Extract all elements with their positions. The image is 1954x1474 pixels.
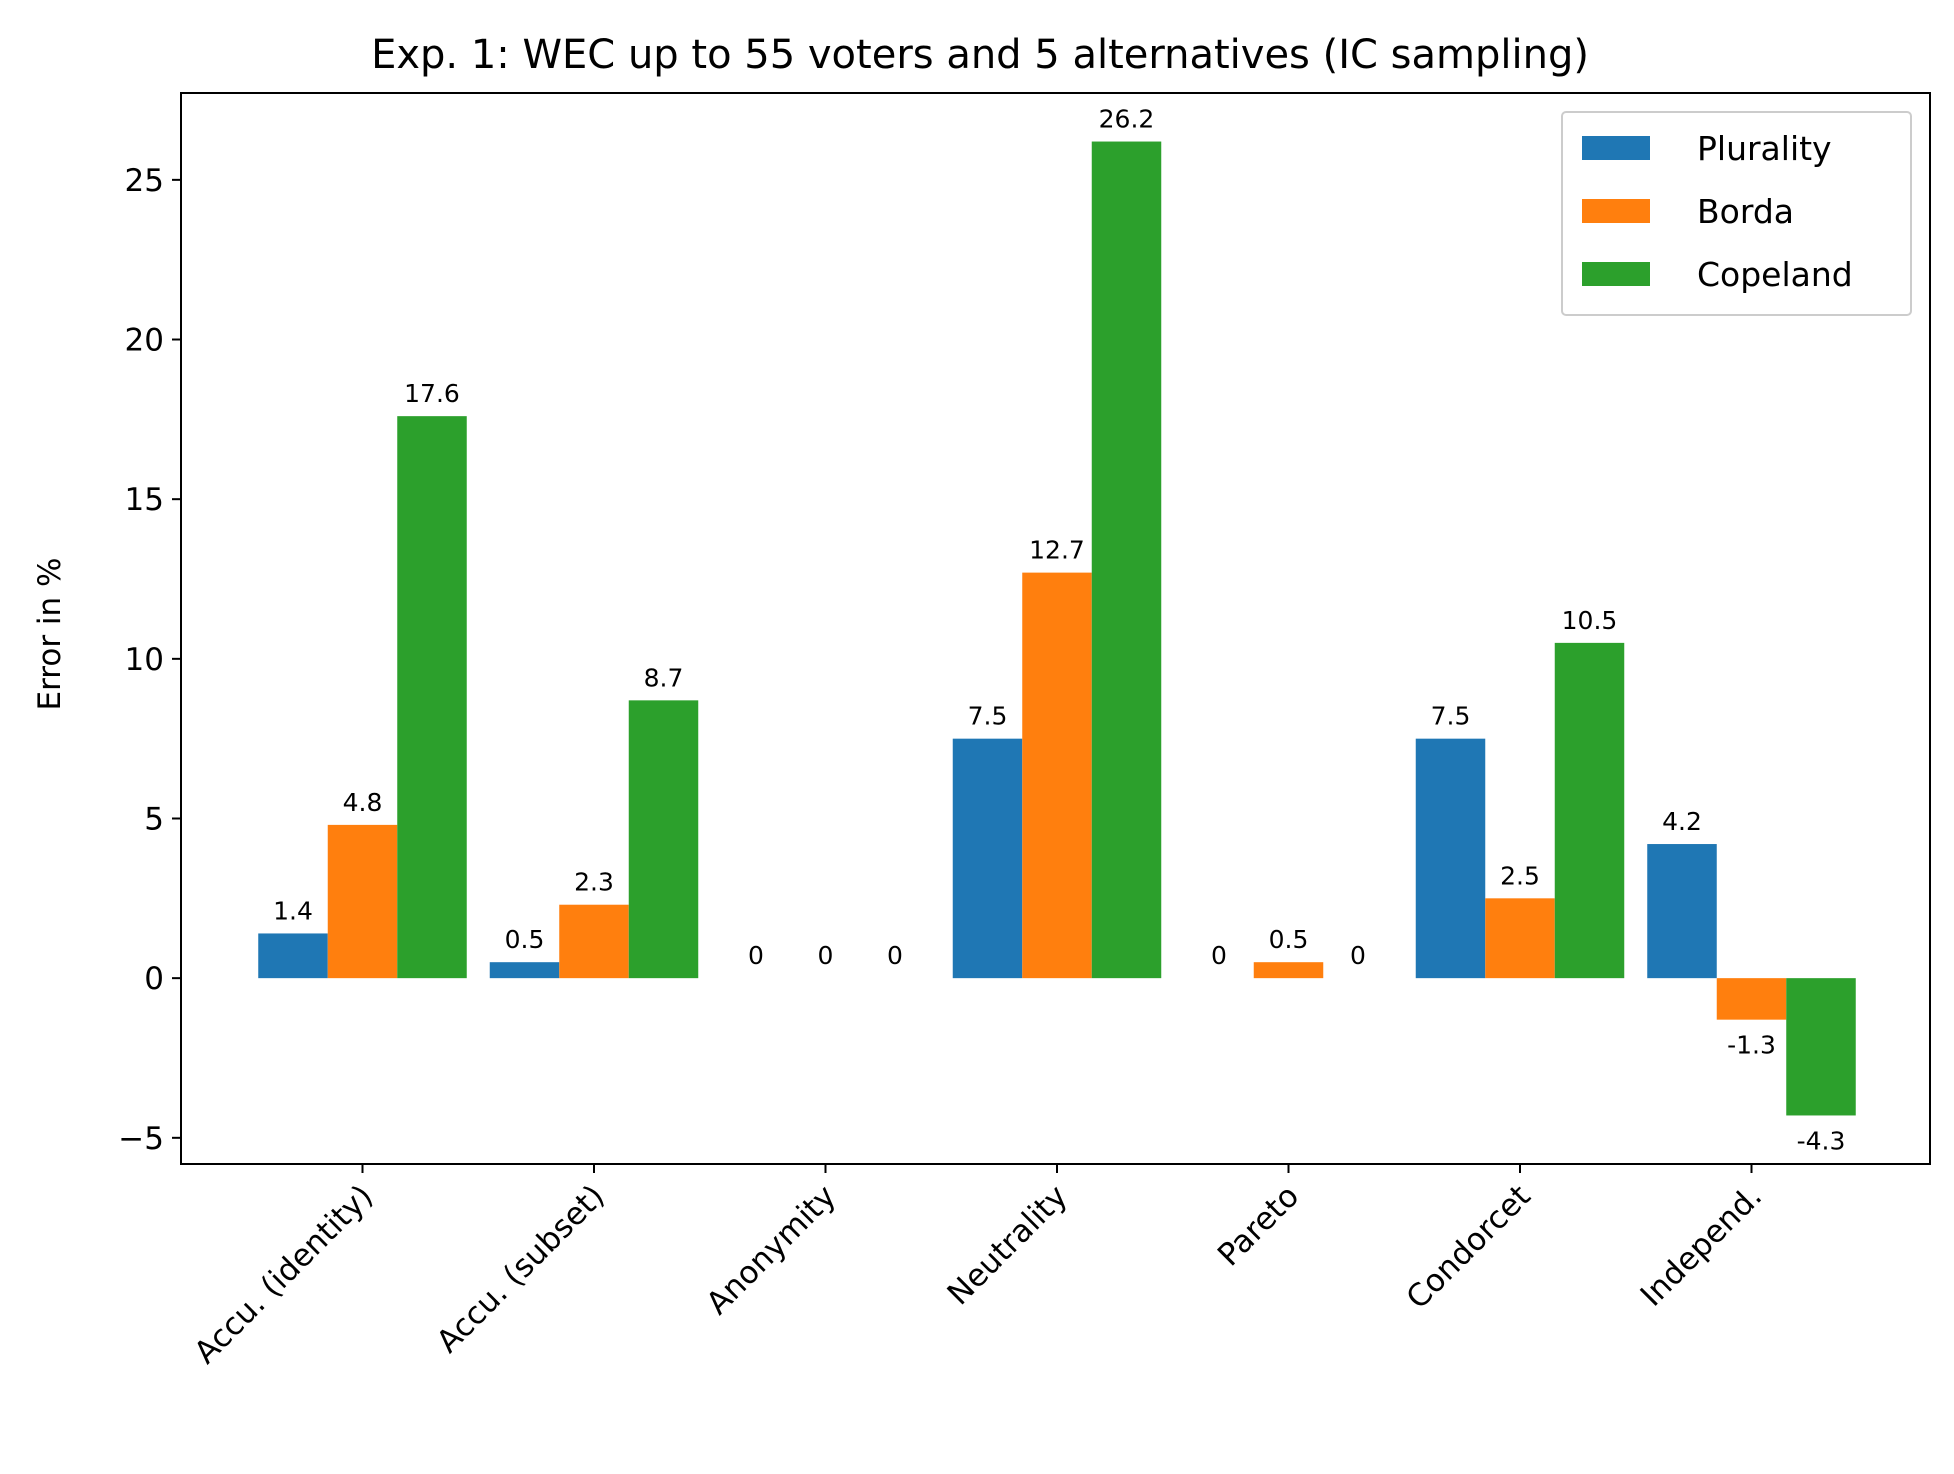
data-label: 0 <box>818 941 834 970</box>
data-label: -4.3 <box>1797 1126 1846 1155</box>
x-tick-label: Accu. (subset) <box>430 1178 612 1360</box>
data-label: 0.5 <box>1269 925 1309 954</box>
y-tick-label: 10 <box>125 642 164 678</box>
x-tick-label: Anonymity <box>700 1178 844 1322</box>
bar <box>1786 978 1856 1116</box>
bar <box>1415 738 1486 979</box>
data-label: -1.3 <box>1727 1031 1776 1060</box>
y-axis-label: Error in % <box>32 558 68 711</box>
y-tick-label: 0 <box>144 961 164 997</box>
bar <box>258 933 328 979</box>
legend-swatch <box>1582 262 1650 286</box>
y-tick-label: 15 <box>125 482 164 518</box>
plot-frame <box>180 92 1931 1165</box>
data-label: 10.5 <box>1562 606 1618 635</box>
bar <box>559 904 629 979</box>
x-tick-label: Accu. (identity) <box>187 1178 380 1371</box>
data-label: 2.3 <box>574 868 614 897</box>
data-label: 12.7 <box>1029 536 1085 565</box>
data-label: 17.6 <box>404 379 460 408</box>
data-labels-group: 1.4 4.8 17.6 0.5 2.3 8.7 0 0 0 7.5 12.7 26.2 0 0.5 0 7.… <box>273 105 1845 1156</box>
bar <box>397 416 467 979</box>
x-tick-label: Condorcet <box>1400 1178 1538 1316</box>
legend-swatch <box>1582 199 1650 223</box>
bar <box>1647 844 1717 979</box>
data-label: 26.2 <box>1099 105 1155 134</box>
bar <box>327 824 398 979</box>
bar <box>628 700 699 979</box>
y-tick-label: 20 <box>125 323 164 359</box>
bar <box>489 962 560 979</box>
bar <box>1022 572 1092 979</box>
y-tick-label: 25 <box>125 163 164 199</box>
x-tick-label: Pareto <box>1211 1178 1306 1273</box>
data-label: 0 <box>748 941 764 970</box>
bar <box>1716 978 1787 1020</box>
data-label: 0 <box>887 941 903 970</box>
y-tick-label: 5 <box>144 801 164 837</box>
legend-label: Plurality <box>1697 129 1832 168</box>
data-label: 0 <box>1350 941 1366 970</box>
data-label: 4.2 <box>1662 807 1702 836</box>
bar <box>952 738 1023 979</box>
bars-group <box>258 141 1856 1116</box>
legend: Plurality Borda Copeland <box>1561 111 1912 316</box>
legend-swatch <box>1582 136 1650 160</box>
x-axis: Accu. (identity) Accu. (subset) Anonymity N… <box>187 1164 1769 1371</box>
data-label: 0.5 <box>505 925 545 954</box>
data-label: 8.7 <box>644 663 684 692</box>
x-tick-label: Independ. <box>1634 1178 1769 1313</box>
legend-label: Copeland <box>1697 255 1853 294</box>
y-tick-label: −5 <box>118 1121 164 1157</box>
data-label: 0 <box>1211 941 1227 970</box>
bar <box>1091 141 1162 979</box>
y-axis: −5 0 5 10 15 20 25 <box>118 163 181 1157</box>
bar <box>1485 898 1555 979</box>
data-label: 7.5 <box>1431 702 1471 731</box>
x-tick-label: Neutrality <box>941 1178 1075 1312</box>
data-label: 7.5 <box>968 702 1008 731</box>
bar <box>1554 642 1625 979</box>
data-label: 4.8 <box>343 788 383 817</box>
legend-label: Borda <box>1697 192 1794 231</box>
data-label: 2.5 <box>1500 861 1540 890</box>
data-label: 1.4 <box>273 896 313 925</box>
bar <box>1253 962 1324 979</box>
chart-title: Exp. 1: WEC up to 55 voters and 5 altern… <box>371 32 1589 78</box>
